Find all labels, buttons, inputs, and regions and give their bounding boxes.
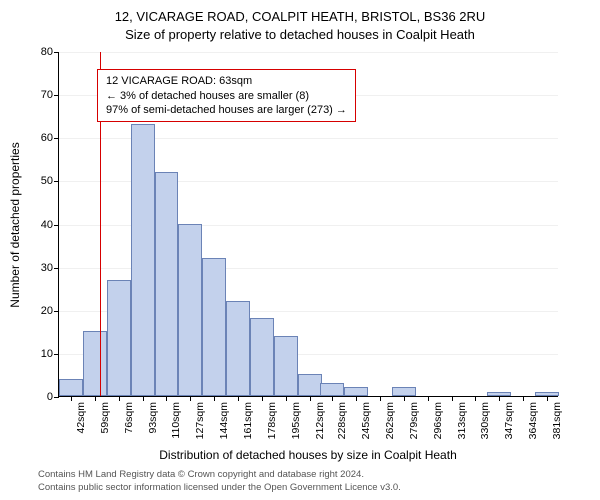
y-axis-title: Number of detached properties — [8, 142, 22, 307]
x-tick — [214, 396, 215, 401]
y-tick — [54, 311, 59, 312]
x-tick-label: 59sqm — [99, 402, 111, 434]
footer-line-2: Contains public sector information licen… — [38, 482, 401, 494]
plot-region: 0102030405060708042sqm59sqm76sqm93sqm110… — [58, 52, 558, 397]
y-tick — [54, 354, 59, 355]
y-tick — [54, 138, 59, 139]
x-tick-label: 279sqm — [408, 402, 420, 439]
x-tick-label: 195sqm — [290, 402, 302, 439]
title-line-1: 12, VICARAGE ROAD, COALPIT HEATH, BRISTO… — [0, 8, 600, 26]
histogram-bar — [83, 331, 107, 396]
y-tick — [54, 397, 59, 398]
x-tick-label: 330sqm — [479, 402, 491, 439]
y-tick-label: 0 — [23, 391, 53, 403]
histogram-bar — [320, 383, 344, 396]
x-tick — [332, 396, 333, 401]
annotation-box: 12 VICARAGE ROAD: 63sqm← 3% of detached … — [97, 69, 356, 122]
y-tick-label: 20 — [23, 305, 53, 317]
histogram-bar — [226, 301, 250, 396]
x-tick-label: 381sqm — [551, 402, 563, 439]
y-tick — [54, 52, 59, 53]
x-tick — [310, 396, 311, 401]
x-tick — [95, 396, 96, 401]
x-tick-label: 364sqm — [527, 402, 539, 439]
x-tick — [380, 396, 381, 401]
x-tick — [547, 396, 548, 401]
y-tick-label: 30 — [23, 262, 53, 274]
x-tick — [475, 396, 476, 401]
histogram-bar — [155, 172, 179, 396]
x-tick-label: 313sqm — [456, 402, 468, 439]
x-tick-label: 296sqm — [432, 402, 444, 439]
x-tick — [71, 396, 72, 401]
x-tick-label: 42sqm — [75, 402, 87, 434]
y-tick-label: 40 — [23, 219, 53, 231]
y-tick — [54, 181, 59, 182]
chart-area: 0102030405060708042sqm59sqm76sqm93sqm110… — [58, 52, 558, 397]
x-tick — [119, 396, 120, 401]
x-tick-label: 228sqm — [336, 402, 348, 439]
chart-container: 12, VICARAGE ROAD, COALPIT HEATH, BRISTO… — [0, 0, 600, 500]
x-tick — [428, 396, 429, 401]
x-tick — [166, 396, 167, 401]
histogram-bar — [107, 280, 131, 396]
x-tick-label: 110sqm — [170, 402, 182, 439]
footer-attribution: Contains HM Land Registry data © Crown c… — [38, 469, 401, 494]
x-tick-label: 76sqm — [123, 402, 135, 434]
x-axis-title: Distribution of detached houses by size … — [58, 448, 558, 462]
x-tick-label: 262sqm — [384, 402, 396, 439]
footer-line-1: Contains HM Land Registry data © Crown c… — [38, 469, 401, 481]
annotation-line: 97% of semi-detached houses are larger (… — [106, 103, 347, 117]
x-tick — [238, 396, 239, 401]
x-tick — [286, 396, 287, 401]
x-tick-label: 144sqm — [218, 402, 230, 439]
annotation-line: ← 3% of detached houses are smaller (8) — [106, 89, 347, 103]
x-tick — [499, 396, 500, 401]
x-tick-label: 212sqm — [314, 402, 326, 439]
histogram-bar — [178, 224, 202, 397]
x-tick — [143, 396, 144, 401]
chart-title: 12, VICARAGE ROAD, COALPIT HEATH, BRISTO… — [0, 0, 600, 43]
x-tick — [356, 396, 357, 401]
y-tick-label: 50 — [23, 175, 53, 187]
y-tick — [54, 95, 59, 96]
x-tick-label: 347sqm — [503, 402, 515, 439]
y-tick — [54, 225, 59, 226]
histogram-bar — [131, 124, 155, 396]
histogram-bar — [59, 379, 83, 396]
histogram-bar — [298, 374, 322, 396]
histogram-bar — [274, 336, 298, 396]
x-tick — [190, 396, 191, 401]
y-tick-label: 80 — [23, 46, 53, 58]
histogram-bar — [392, 387, 416, 396]
x-tick-label: 127sqm — [194, 402, 206, 439]
y-tick-label: 70 — [23, 89, 53, 101]
histogram-bar — [344, 387, 368, 396]
y-tick-label: 10 — [23, 348, 53, 360]
histogram-bar — [250, 318, 274, 396]
annotation-line: 12 VICARAGE ROAD: 63sqm — [106, 74, 347, 88]
histogram-bar — [202, 258, 226, 396]
x-tick — [404, 396, 405, 401]
x-tick-label: 178sqm — [266, 402, 278, 439]
x-tick — [523, 396, 524, 401]
x-tick-label: 245sqm — [360, 402, 372, 439]
y-tick — [54, 268, 59, 269]
title-line-2: Size of property relative to detached ho… — [0, 26, 600, 44]
x-tick-label: 161sqm — [242, 402, 254, 439]
y-tick-label: 60 — [23, 132, 53, 144]
x-tick-label: 93sqm — [147, 402, 159, 434]
x-tick — [452, 396, 453, 401]
gridline — [59, 52, 558, 53]
x-tick — [262, 396, 263, 401]
